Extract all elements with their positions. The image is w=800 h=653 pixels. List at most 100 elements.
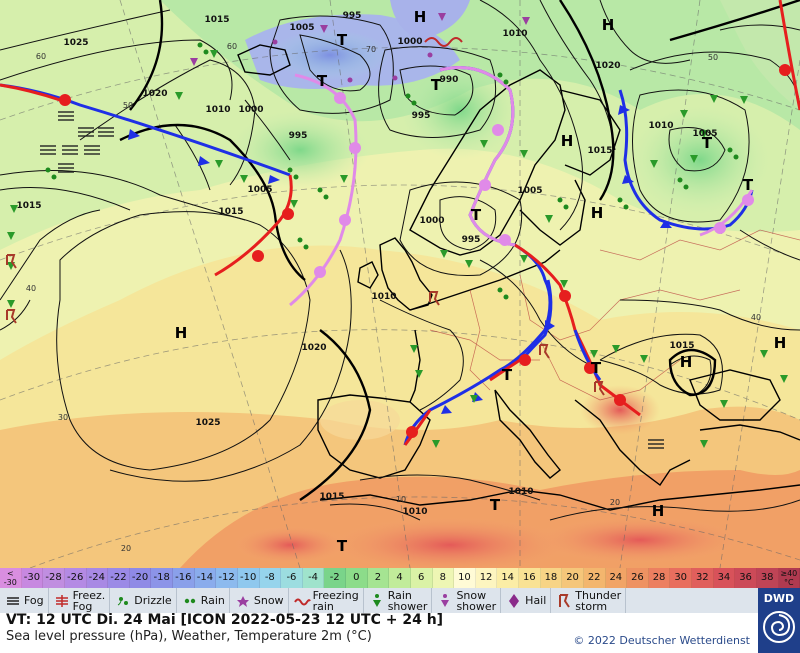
legend-item-snow-shower: Snow shower (432, 588, 502, 613)
high-center-label: H (680, 353, 693, 371)
low-center-label: T (490, 496, 501, 514)
isobar-label: 1000 (397, 37, 422, 47)
cold-front-russia (618, 89, 754, 231)
legend-item-drizzle: Drizzle (110, 588, 177, 613)
freez-fog-icon (53, 592, 71, 610)
scale-cell: -4 (302, 568, 325, 588)
scale-cell: -16 (173, 568, 195, 588)
dwd-logo-text: DWD (763, 592, 795, 605)
scale-cell: 30 (670, 568, 692, 588)
high-pressure-centers: H H H H H H H H (175, 8, 787, 520)
high-center-label: H (602, 16, 615, 34)
dwd-logo: DWD (758, 588, 800, 653)
scale-cell: 28 (648, 568, 671, 588)
scale-cell: 18 (540, 568, 563, 588)
isobars (0, 0, 800, 521)
chart-description: Sea level pressure (hPa), Weather, Tempe… (6, 629, 372, 644)
isobar-label: 1000 (238, 105, 263, 115)
isobar-label: 1015 (218, 207, 243, 217)
isobar-label: 995 (462, 235, 481, 245)
high-center-label: H (591, 204, 604, 222)
freezing-rain-icon (293, 592, 311, 610)
fronts (0, 0, 800, 446)
isobar-label: 1005 (517, 186, 542, 196)
gridline-label: 70 (366, 45, 376, 54)
fog-icon (4, 592, 22, 610)
legend-item-freez-fog: Freez. Fog (49, 588, 111, 613)
low-pressure-centers: T T T T T T T T T T (317, 31, 754, 555)
scale-cell: -6 (281, 568, 303, 588)
isobar-label: 1000 (419, 216, 444, 226)
legend-label: Snow shower (456, 588, 497, 613)
isobar-label: 1010 (508, 487, 533, 497)
scale-cell: 0 (346, 568, 368, 588)
low-center-label: T (317, 72, 328, 90)
scale-cell: -26 (64, 568, 87, 588)
legend-label: Fog (24, 594, 44, 607)
scale-cell: ≥40 °C (778, 568, 800, 588)
weather-map: 1015 1025 1005 995 1000 1010 1020 1020 1010 1000 9… (0, 0, 800, 568)
pressure-labels: 1015 1025 1005 995 1000 1010 1020 1020 1010 1000 9… (16, 11, 717, 517)
scale-cell: 22 (583, 568, 606, 588)
legend-item-freezing-rain: Freezing rain (289, 588, 364, 613)
scale-cell: 34 (713, 568, 736, 588)
isobar-label: 1015 (587, 146, 612, 156)
isobar-label: 1010 (502, 29, 527, 39)
warm-front-atlantic (0, 83, 61, 102)
isobar-label: 1010 (648, 121, 673, 131)
dwd-swirl-icon (763, 611, 795, 643)
valid-time: VT: 12 UTC Di. 24 Mai [ICON 2022-05-23 1… (6, 612, 444, 628)
scale-cell: -18 (151, 568, 173, 588)
fog-symbols (40, 111, 664, 449)
legend-label: Hail (525, 594, 547, 607)
scale-cell: 8 (432, 568, 455, 588)
scale-cell: < -30 (0, 568, 22, 588)
legend-label: Rain shower (387, 588, 428, 613)
snow-icon (234, 592, 252, 610)
gridline-label: 30 (58, 413, 68, 422)
scale-cell: 32 (692, 568, 714, 588)
coastlines (237, 44, 800, 511)
occlusion-scandinavia (439, 66, 516, 247)
scale-cell: -2 (324, 568, 346, 588)
isobar-label: 1020 (142, 89, 167, 99)
high-center-label: H (414, 8, 427, 26)
isobar-label: 995 (412, 111, 431, 121)
scale-cell: 38 (756, 568, 779, 588)
gridline-label: 50 (123, 101, 133, 110)
high-center-label: H (652, 502, 665, 520)
isobar-label: 1020 (595, 61, 620, 71)
legend-label: Thunder storm (575, 588, 622, 613)
scale-cell: 4 (389, 568, 411, 588)
scale-cell: -8 (259, 568, 282, 588)
isobar-label: 1015 (204, 15, 229, 25)
low-center-label: T (337, 31, 348, 49)
legend-label: Snow (253, 594, 284, 607)
temperature-color-scale: < -30 -30 -28 -26 -24 -22 -20 -18 -16 -14 -12 -10 -8-… (0, 568, 800, 588)
rain-icon (181, 592, 199, 610)
legend-item-thunderstorm: Thunder storm (551, 588, 627, 613)
gridline-label: 40 (751, 313, 761, 322)
copyright: © 2022 Deutscher Wetterdienst (573, 634, 750, 647)
gridline-label: 60 (36, 52, 46, 61)
scale-cell: 2 (367, 568, 390, 588)
high-center-label: H (774, 334, 787, 352)
rain-shower-icon (368, 592, 386, 610)
scale-cell: 20 (562, 568, 584, 588)
scale-cell: 6 (410, 568, 433, 588)
gridline-label: 50 (708, 53, 718, 62)
scale-cell: 26 (627, 568, 649, 588)
scale-cell: -12 (216, 568, 238, 588)
legend-item-rain: Rain (177, 588, 230, 613)
isobar-label: 1025 (63, 38, 88, 48)
scale-cell: -30 (21, 568, 44, 588)
isobar-label: 1005 (247, 185, 272, 195)
isobar-label: 1010 (371, 292, 396, 302)
scale-cell: 24 (605, 568, 628, 588)
scale-cell: -14 (194, 568, 217, 588)
scale-cell: 12 (475, 568, 498, 588)
isobar-label: 1005 (289, 23, 314, 33)
scale-cell: -22 (108, 568, 130, 588)
